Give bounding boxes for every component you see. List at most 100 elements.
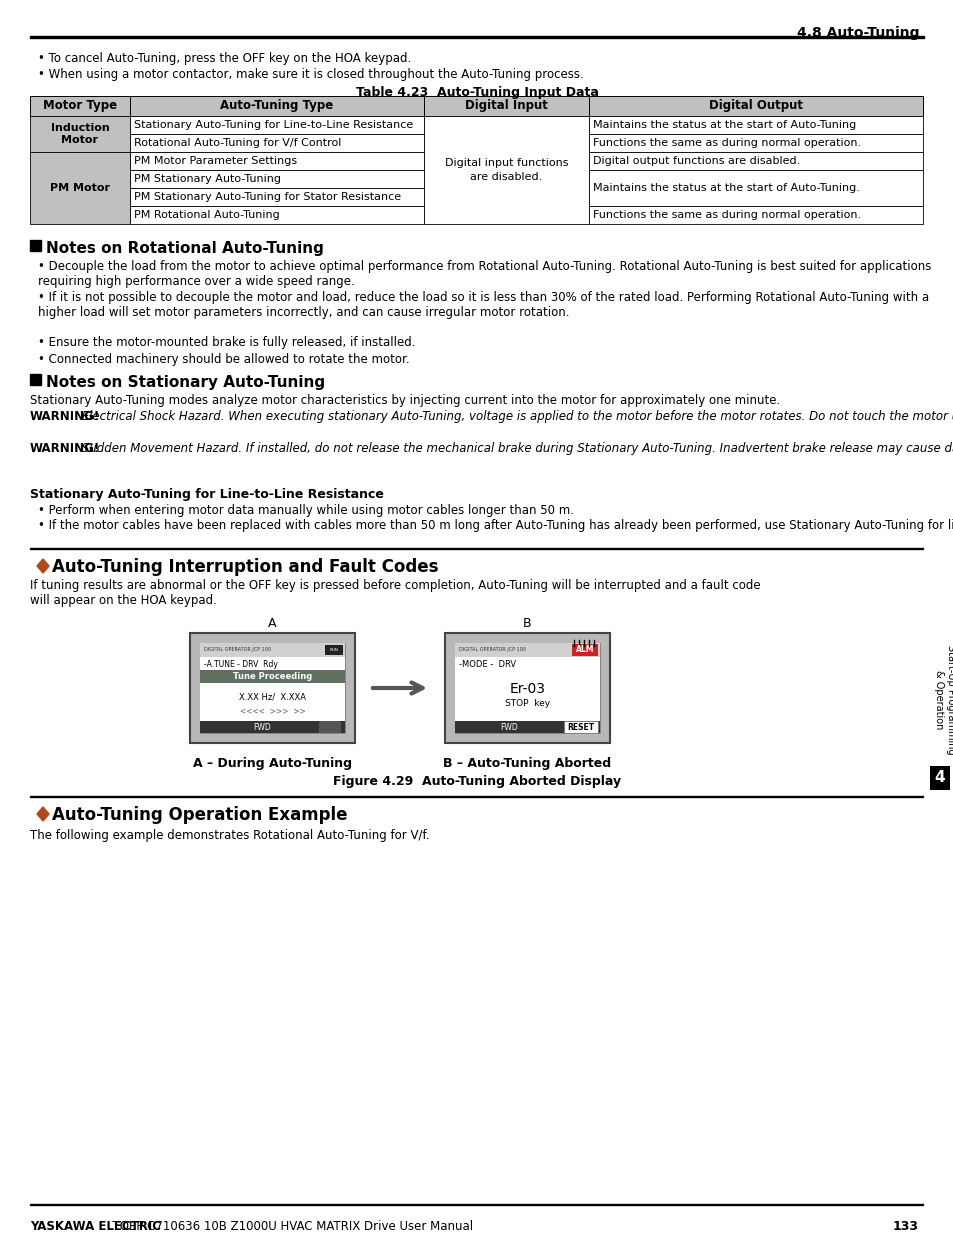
Text: 4.8 Auto-Tuning: 4.8 Auto-Tuning — [797, 26, 919, 40]
Text: • Connected machinery should be allowed to rotate the motor.: • Connected machinery should be allowed … — [38, 353, 409, 366]
Text: Stationary Auto-Tuning for Line-to-Line Resistance: Stationary Auto-Tuning for Line-to-Line … — [30, 488, 383, 501]
Text: The following example demonstrates Rotational Auto-Tuning for V/f.: The following example demonstrates Rotat… — [30, 829, 429, 842]
Text: DIGITAL OPERATOR JCP 100: DIGITAL OPERATOR JCP 100 — [458, 647, 525, 652]
Text: WARNING!: WARNING! — [30, 410, 100, 424]
Text: If tuning results are abnormal or the OFF key is pressed before completion, Auto: If tuning results are abnormal or the OF… — [30, 579, 760, 606]
Text: FWD: FWD — [500, 722, 517, 731]
Text: • Perform when entering motor data manually while using motor cables longer than: • Perform when entering motor data manua… — [38, 504, 574, 517]
Text: -A.TUNE - DRV  Rdy: -A.TUNE - DRV Rdy — [204, 659, 277, 669]
Text: Functions the same as during normal operation.: Functions the same as during normal oper… — [593, 138, 861, 148]
Text: Notes on Stationary Auto-Tuning: Notes on Stationary Auto-Tuning — [46, 375, 325, 390]
Text: YASKAWA ELECTRIC: YASKAWA ELECTRIC — [30, 1220, 161, 1233]
Bar — [423, 116, 588, 224]
Text: Er-03: Er-03 — [509, 682, 545, 697]
Text: PM Motor: PM Motor — [50, 183, 110, 193]
Text: Rotational Auto-Tuning for V/f Control: Rotational Auto-Tuning for V/f Control — [133, 138, 341, 148]
Text: RESET: RESET — [567, 722, 594, 731]
Text: Start-Up Programming
& Operation: Start-Up Programming & Operation — [933, 645, 953, 755]
Bar — [130, 170, 423, 188]
Text: Digital output functions are disabled.: Digital output functions are disabled. — [593, 156, 800, 165]
Text: PM Motor Parameter Settings: PM Motor Parameter Settings — [133, 156, 296, 165]
Text: Induction
Motor: Induction Motor — [51, 122, 110, 146]
Bar — [30, 374, 41, 385]
Bar — [563, 721, 598, 734]
Bar — [572, 643, 598, 656]
Bar — [423, 96, 588, 116]
Bar — [130, 188, 423, 206]
Bar — [200, 643, 345, 657]
Text: Digital input functions
are disabled.: Digital input functions are disabled. — [444, 158, 568, 182]
Bar — [318, 721, 340, 734]
Bar — [30, 116, 130, 152]
Bar — [588, 96, 923, 116]
Bar — [130, 206, 423, 224]
Bar — [588, 116, 923, 135]
Text: Functions the same as during normal operation.: Functions the same as during normal oper… — [593, 210, 861, 220]
Bar — [455, 643, 599, 657]
Bar — [190, 634, 355, 743]
Text: Table 4.23  Auto-Tuning Input Data: Table 4.23 Auto-Tuning Input Data — [355, 86, 598, 99]
Text: STOP  key: STOP key — [504, 699, 550, 708]
Bar — [30, 36, 923, 38]
Text: • To cancel Auto-Tuning, press the OFF key on the HOA keypad.: • To cancel Auto-Tuning, press the OFF k… — [38, 52, 411, 65]
Text: Stationary Auto-Tuning for Line-to-Line Resistance: Stationary Auto-Tuning for Line-to-Line … — [133, 120, 413, 130]
Bar — [588, 170, 923, 206]
Text: A – During Auto-Tuning: A – During Auto-Tuning — [193, 757, 352, 769]
Text: B: B — [522, 618, 531, 630]
Text: DIGITAL OPERATOR JCP 100: DIGITAL OPERATOR JCP 100 — [204, 647, 271, 652]
Text: X.XX Hz/  X.XXA: X.XX Hz/ X.XXA — [239, 692, 306, 701]
Bar — [455, 643, 599, 734]
Text: PM Stationary Auto-Tuning for Stator Resistance: PM Stationary Auto-Tuning for Stator Res… — [133, 191, 400, 203]
Bar — [130, 116, 423, 135]
Bar — [130, 135, 423, 152]
Bar — [929, 766, 949, 790]
Bar — [444, 634, 609, 743]
Text: 133: 133 — [892, 1220, 918, 1233]
Bar — [130, 152, 423, 170]
Bar — [30, 795, 923, 797]
Bar — [130, 96, 423, 116]
Text: <<<<  >>>  >>: <<<< >>> >> — [239, 706, 305, 716]
Bar — [30, 1203, 923, 1205]
Text: TOEP C710636 10B Z1000U HVAC MATRIX Drive User Manual: TOEP C710636 10B Z1000U HVAC MATRIX Driv… — [105, 1220, 473, 1233]
Text: A: A — [268, 618, 276, 630]
Text: Digital Input: Digital Input — [464, 100, 547, 112]
Text: Motor Type: Motor Type — [43, 100, 117, 112]
Bar — [30, 96, 130, 116]
Polygon shape — [37, 559, 49, 573]
Text: Auto-Tuning Operation Example: Auto-Tuning Operation Example — [52, 806, 347, 824]
Text: PM Rotational Auto-Tuning: PM Rotational Auto-Tuning — [133, 210, 279, 220]
Polygon shape — [37, 806, 49, 821]
Bar — [30, 240, 41, 251]
Text: Notes on Rotational Auto-Tuning: Notes on Rotational Auto-Tuning — [46, 241, 323, 256]
Bar — [455, 721, 599, 734]
Text: B – Auto-Tuning Aborted: B – Auto-Tuning Aborted — [443, 757, 611, 769]
Bar — [200, 643, 345, 734]
Bar — [200, 657, 345, 734]
Text: ALM: ALM — [576, 646, 594, 655]
Text: Digital Output: Digital Output — [708, 100, 802, 112]
Bar — [325, 645, 343, 655]
Text: • If it is not possible to decouple the motor and load, reduce the load so it is: • If it is not possible to decouple the … — [38, 291, 928, 319]
Text: -MODE -  DRV: -MODE - DRV — [458, 659, 516, 669]
Text: Electrical Shock Hazard. When executing stationary Auto-Tuning, voltage is appli: Electrical Shock Hazard. When executing … — [78, 410, 953, 424]
Text: WARNING!: WARNING! — [30, 442, 100, 454]
Text: FWD: FWD — [253, 722, 271, 731]
Text: • Ensure the motor-mounted brake is fully released, if installed.: • Ensure the motor-mounted brake is full… — [38, 336, 416, 350]
Text: • Decouple the load from the motor to achieve optimal performance from Rotationa: • Decouple the load from the motor to ac… — [38, 261, 930, 288]
Bar — [30, 547, 923, 550]
Bar — [455, 657, 599, 734]
Text: Maintains the status at the start of Auto-Tuning.: Maintains the status at the start of Aut… — [593, 183, 859, 193]
Text: Sudden Movement Hazard. If installed, do not release the mechanical brake during: Sudden Movement Hazard. If installed, do… — [78, 442, 953, 454]
Text: • When using a motor contactor, make sure it is closed throughout the Auto-Tunin: • When using a motor contactor, make sur… — [38, 68, 583, 82]
Text: Auto-Tuning Interruption and Fault Codes: Auto-Tuning Interruption and Fault Codes — [52, 558, 438, 576]
Text: PM Stationary Auto-Tuning: PM Stationary Auto-Tuning — [133, 174, 281, 184]
Text: RUN: RUN — [329, 648, 338, 652]
Text: 4: 4 — [934, 771, 944, 785]
Text: Maintains the status at the start of Auto-Tuning: Maintains the status at the start of Aut… — [593, 120, 856, 130]
Bar — [588, 206, 923, 224]
Bar — [588, 152, 923, 170]
Text: • If the motor cables have been replaced with cables more than 50 m long after A: • If the motor cables have been replaced… — [38, 519, 953, 532]
Bar — [588, 135, 923, 152]
Text: Stationary Auto-Tuning modes analyze motor characteristics by injecting current : Stationary Auto-Tuning modes analyze mot… — [30, 394, 780, 408]
